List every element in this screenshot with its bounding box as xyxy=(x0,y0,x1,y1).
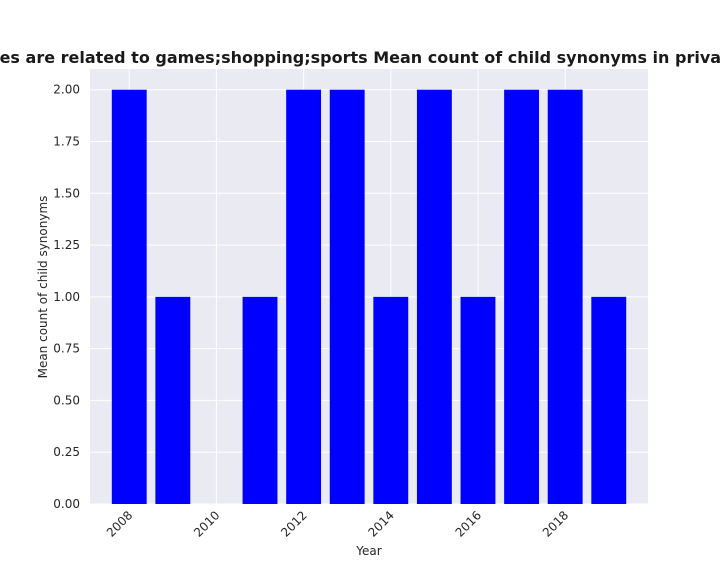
bar-2008 xyxy=(111,89,147,504)
x-tick-label: 2008 xyxy=(104,508,135,539)
bar-2015 xyxy=(416,89,452,504)
bar-2011 xyxy=(242,296,278,504)
y-tick-labels: 0.00 0.25 0.50 0.75 1.00 1.25 1.50 1.75 2.00 xyxy=(53,83,80,511)
y-tick-label: 1.00 xyxy=(53,290,80,304)
x-tick-label: 2010 xyxy=(191,508,222,539)
x-tick-label: 2012 xyxy=(278,508,309,539)
x-axis-label: Year xyxy=(355,544,381,558)
x-tick-label: 2018 xyxy=(540,508,571,539)
bar-2017 xyxy=(504,89,540,504)
bar-2013 xyxy=(329,89,365,504)
chart-title: Categories are related to games;shopping… xyxy=(0,48,720,67)
y-tick-label: 0.75 xyxy=(53,342,80,356)
y-tick-label: 0.50 xyxy=(53,393,80,407)
bar-2016 xyxy=(460,296,496,504)
x-tick-label: 2014 xyxy=(365,508,396,539)
y-tick-label: 0.25 xyxy=(53,445,80,459)
bar-2018 xyxy=(547,89,583,504)
y-axis-label: Mean count of child synonyms xyxy=(36,196,50,379)
bars xyxy=(111,89,627,504)
x-tick-label: 2016 xyxy=(453,508,484,539)
bar-2014 xyxy=(373,296,409,504)
y-tick-label: 1.25 xyxy=(53,238,80,252)
y-tick-label: 1.50 xyxy=(53,186,80,200)
y-tick-label: 2.00 xyxy=(53,83,80,97)
bar-2009 xyxy=(155,296,191,504)
y-tick-label: 0.00 xyxy=(53,497,80,511)
bar-2012 xyxy=(286,89,322,504)
x-tick-labels: 2008 2010 2012 2014 2016 2018 xyxy=(104,508,571,539)
y-tick-label: 1.75 xyxy=(53,135,80,149)
bar-2019 xyxy=(591,296,627,504)
